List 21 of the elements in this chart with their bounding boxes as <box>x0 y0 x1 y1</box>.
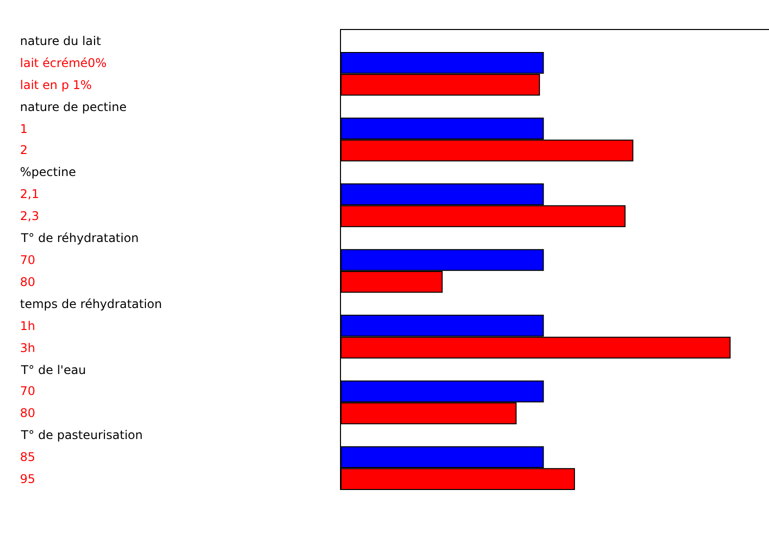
y-tick-label: 70 <box>20 384 36 398</box>
y-tick-label: T° de pasteurisation <box>20 428 143 442</box>
y-tick-label: 80 <box>20 406 36 420</box>
y-tick-label: 3h <box>20 341 36 355</box>
y-tick-label: T° de réhydratation <box>20 231 139 245</box>
y-tick-label: 70 <box>20 253 36 267</box>
y-tick-label: 2,1 <box>20 187 40 201</box>
y-tick-label: 85 <box>20 450 36 464</box>
y-tick-label: 80 <box>20 275 36 289</box>
y-tick-label: nature du lait <box>20 34 102 48</box>
y-tick-label: lait écrémé0% <box>20 56 107 70</box>
y-tick-label: temps de réhydratation <box>20 297 162 311</box>
y-tick-label: 2 <box>20 143 28 157</box>
y-tick-label: 1 <box>20 122 28 136</box>
y-tick-label: %pectine <box>20 165 76 179</box>
y-tick-label: nature de pectine <box>20 100 127 114</box>
y-tick-label: 2,3 <box>20 209 40 223</box>
y-tick-label: 95 <box>20 472 36 486</box>
y-tick-label: lait en p 1% <box>20 78 92 92</box>
y-tick-label: T° de l'eau <box>20 363 86 377</box>
y-tick-label: 1h <box>20 319 36 333</box>
